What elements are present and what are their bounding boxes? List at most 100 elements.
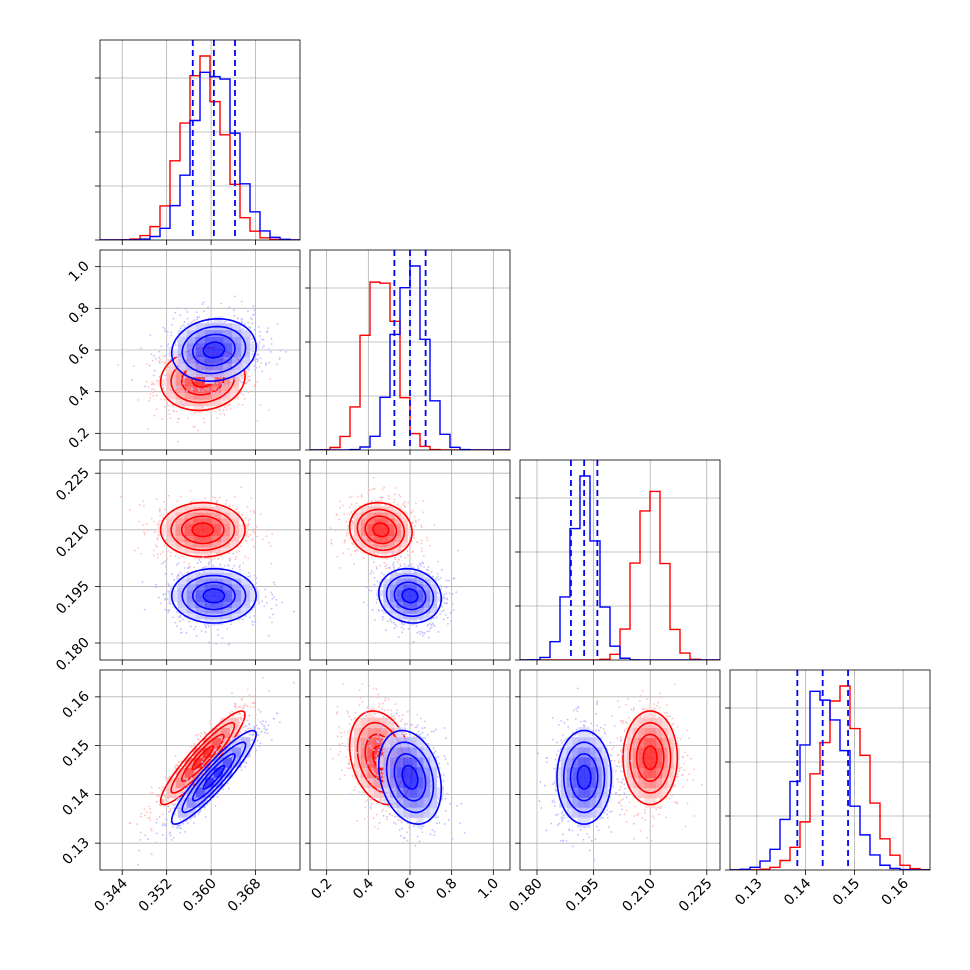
density-cell [157, 529, 167, 536]
density-cell [177, 607, 188, 614]
scatter-point [449, 612, 452, 614]
contour-series-1 [170, 317, 257, 383]
density-cell [202, 500, 213, 507]
scatter-point [420, 542, 423, 545]
scatter-point [423, 566, 426, 568]
scatter-point [411, 550, 414, 553]
density-cell [222, 343, 233, 351]
density-cell [354, 512, 362, 519]
scatter-point [355, 502, 358, 505]
density-cell [241, 350, 251, 357]
density-cell [186, 572, 197, 579]
scatter-point [437, 592, 440, 595]
density-cell [220, 385, 231, 393]
density-cell [360, 518, 368, 525]
scatter-point [204, 625, 207, 627]
density-cell [416, 601, 424, 608]
scatter-point [225, 394, 228, 397]
density-cell [367, 512, 375, 519]
scatter-point [396, 560, 399, 563]
scatter-point [413, 537, 416, 539]
scatter-point [245, 539, 247, 542]
density-cell [186, 329, 197, 337]
contour-series-1 [181, 325, 247, 375]
density-cell [177, 584, 188, 591]
y-tick-label: 0.2 [66, 425, 93, 452]
density-cell [204, 343, 215, 351]
scatter-point [256, 381, 259, 384]
scatter-point [138, 520, 141, 523]
scatter-point [178, 575, 180, 577]
density-cell [195, 578, 206, 585]
scatter-point [167, 583, 170, 585]
scatter-point [371, 609, 374, 611]
density-cell [229, 541, 240, 548]
scatter-point [379, 564, 382, 567]
density-cell [213, 590, 224, 597]
scatter-point [269, 378, 272, 381]
scatter-point [241, 404, 244, 406]
density-cell [389, 595, 397, 602]
density-cell [238, 372, 249, 380]
scatter-point [259, 357, 262, 360]
density-cell [360, 512, 368, 519]
scatter-point [186, 389, 188, 392]
scatter-point [433, 625, 436, 628]
density-cell [186, 590, 197, 597]
scatter-point [154, 586, 157, 589]
scatter-point [260, 361, 263, 364]
scatter-point [242, 562, 245, 565]
scatter-point [369, 572, 372, 575]
contour-series-0 [180, 515, 225, 545]
scatter-point [381, 609, 383, 612]
scatter-point [245, 382, 248, 385]
scatter-point [255, 358, 258, 361]
scatter-point [216, 417, 219, 419]
scatter-point [163, 361, 166, 364]
scatter-point [350, 496, 353, 498]
scatter-point [165, 565, 167, 568]
scatter-point [416, 564, 419, 567]
density-cell [211, 541, 222, 548]
density-cell [204, 590, 215, 597]
scatter-point [445, 586, 448, 589]
scatter-point [188, 620, 191, 623]
scatter-point [429, 622, 432, 625]
scatter-point [158, 596, 160, 599]
scatter-point [207, 562, 210, 565]
scatter-point [162, 387, 165, 390]
scatter-point [437, 575, 439, 578]
density-cell [177, 578, 188, 585]
scatter-point [273, 583, 276, 586]
scatter-point [254, 360, 257, 363]
scatter-point [164, 598, 167, 601]
scatter-point [184, 308, 187, 310]
scatter-point [176, 577, 178, 580]
scatter-point [139, 552, 142, 555]
density-cell [394, 506, 402, 513]
scatter-point [446, 616, 449, 619]
density-cell [241, 336, 251, 344]
scatter-point [420, 630, 423, 633]
scatter-point [400, 621, 403, 624]
density-cell [389, 607, 397, 614]
density-cell [184, 523, 195, 531]
contour-series-1 [202, 341, 226, 359]
density-cell [204, 595, 215, 602]
scatter-point [384, 504, 387, 507]
scatter-point [264, 588, 267, 591]
density-cell [238, 529, 249, 536]
scatter-point [158, 350, 161, 353]
scatter-point [373, 576, 376, 579]
scatter-point [177, 385, 180, 388]
density-cell [166, 541, 176, 548]
scatter-point [343, 541, 346, 544]
scatter-point [152, 549, 155, 552]
scatter-point [259, 335, 261, 337]
scatter-point [203, 301, 205, 304]
panel-0-0 [95, 39, 301, 245]
density-cell [222, 329, 233, 337]
scatter-point [176, 417, 179, 420]
scatter-point [174, 311, 177, 314]
scatter-point [248, 518, 251, 520]
